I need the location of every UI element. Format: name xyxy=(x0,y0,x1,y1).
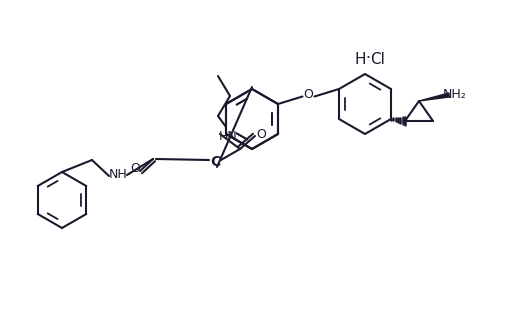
Text: C: C xyxy=(210,155,220,169)
Text: NH₂: NH₂ xyxy=(443,89,467,101)
Polygon shape xyxy=(419,93,449,101)
Text: O: O xyxy=(130,163,140,176)
Text: H: H xyxy=(355,51,367,67)
Text: NH: NH xyxy=(109,169,127,181)
Text: Cl: Cl xyxy=(370,51,385,67)
Text: O: O xyxy=(256,128,266,142)
Text: ·: · xyxy=(365,51,370,67)
Text: O: O xyxy=(304,88,314,101)
Text: HN: HN xyxy=(219,129,237,143)
